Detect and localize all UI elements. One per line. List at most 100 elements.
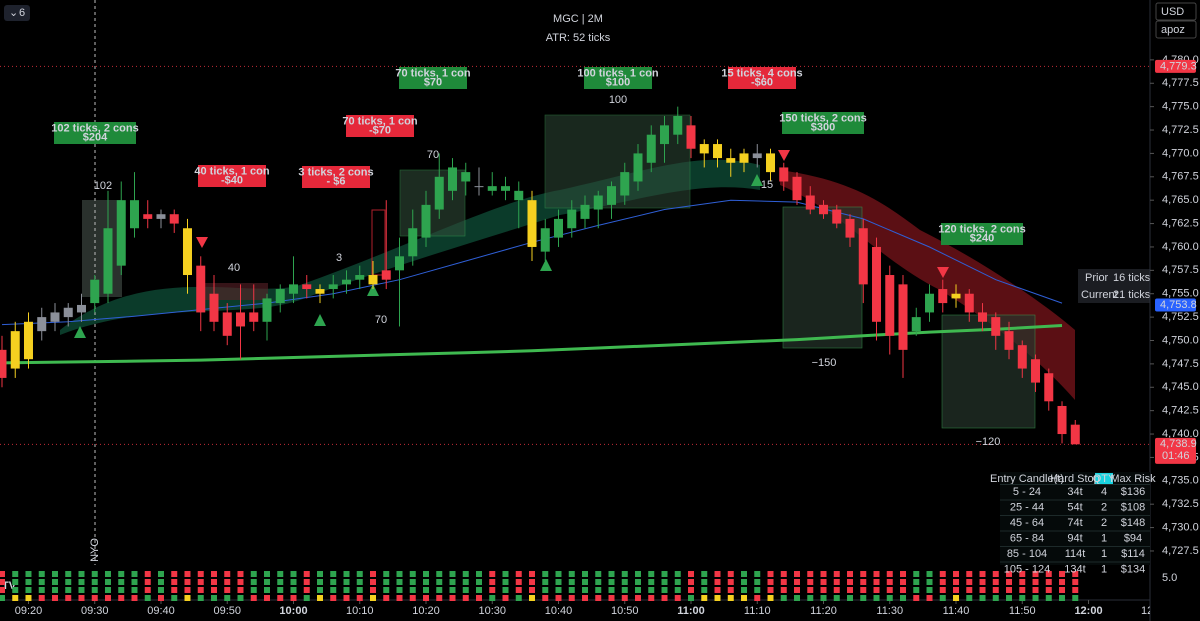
signal-cell — [224, 579, 231, 585]
signal-cell — [277, 595, 284, 601]
signal-cell — [741, 579, 748, 585]
signal-cell — [1006, 579, 1013, 585]
table-cell: $136 — [1121, 486, 1145, 498]
x-tick-label: 11:00 — [677, 605, 705, 617]
signal-cell — [277, 571, 284, 577]
candle-body — [607, 186, 617, 205]
candle-body — [779, 167, 789, 182]
signal-cell — [608, 595, 615, 601]
signal-cell — [131, 595, 138, 601]
signal-cell — [369, 571, 376, 577]
trade-label-box — [728, 67, 796, 89]
signal-cell — [648, 571, 655, 577]
candle-body — [699, 144, 709, 154]
candle-body — [156, 214, 166, 219]
signal-cell — [820, 571, 827, 577]
signal-cell — [91, 587, 98, 593]
signal-cell — [635, 571, 642, 577]
table-cell: $134 — [1121, 563, 1145, 575]
signal-cell — [91, 571, 98, 577]
signal-cell — [674, 571, 681, 577]
signal-cell — [688, 587, 695, 593]
candle-body — [1004, 331, 1014, 350]
signal-cell — [979, 571, 986, 577]
signal-cell — [926, 587, 933, 593]
signal-cell — [330, 571, 337, 577]
signal-cell — [542, 587, 549, 593]
signal-cell — [237, 595, 244, 601]
signal-cell — [409, 595, 416, 601]
candle-body — [408, 228, 418, 257]
signal-cell — [900, 595, 907, 601]
trade-label-text: 100 ticks, 1 con — [577, 67, 659, 79]
signal-cell — [91, 595, 98, 601]
current-label: Current — [1081, 289, 1118, 301]
table-cell: 25 - 44 — [1010, 501, 1044, 513]
signal-cell — [701, 595, 708, 601]
signal-cell — [171, 579, 178, 585]
signal-cell — [635, 587, 642, 593]
x-tick-label: 10:10 — [346, 605, 374, 617]
price-tag — [1155, 298, 1196, 312]
signal-cell — [290, 579, 297, 585]
candle-body — [686, 125, 696, 149]
signal-cell — [886, 587, 893, 593]
candle-body — [938, 289, 948, 304]
buy-signal — [74, 326, 86, 338]
chart-title: MGC | 2M — [553, 13, 603, 25]
signal-cell — [727, 595, 734, 601]
signal-cell — [330, 579, 337, 585]
candle-body — [275, 289, 285, 304]
signal-cell — [210, 571, 217, 577]
signal-cell — [12, 587, 19, 593]
signal-cell — [91, 579, 98, 585]
buy-signal — [367, 284, 379, 296]
candle-body — [434, 176, 444, 210]
y-tick-label: 4,745.0 — [1162, 381, 1199, 393]
signal-cell — [38, 595, 45, 601]
signal-cell — [966, 595, 973, 601]
signal-cell — [343, 571, 350, 577]
candle-body — [580, 204, 590, 219]
signal-cell — [263, 595, 270, 601]
signal-cell — [237, 579, 244, 585]
signal-cell — [250, 595, 257, 601]
table-cell: 34t — [1067, 486, 1082, 498]
signal-cell — [1059, 587, 1066, 593]
currency-select[interactable] — [1155, 2, 1197, 21]
candle-body — [63, 307, 73, 318]
signal-cell — [171, 587, 178, 593]
x-tick-label: 11:30 — [876, 605, 903, 617]
signal-cell — [489, 595, 496, 601]
account-select[interactable] — [1155, 20, 1197, 39]
interval-badge[interactable] — [4, 5, 30, 21]
signal-cell — [621, 587, 628, 593]
signal-cell — [847, 595, 854, 601]
signal-cell — [714, 595, 721, 601]
signal-cell — [979, 579, 986, 585]
signal-cell — [78, 571, 85, 577]
candle-body — [819, 204, 829, 215]
signal-cell — [661, 579, 668, 585]
signal-cell — [860, 579, 867, 585]
signal-cell — [555, 595, 562, 601]
candle-body — [792, 176, 802, 201]
signal-cell — [847, 587, 854, 593]
signal-cell — [78, 579, 85, 585]
trade-label-text: - $6 — [327, 175, 346, 187]
signal-cell — [807, 587, 814, 593]
candle-body — [845, 218, 855, 238]
y-tick-label: 4,760.0 — [1162, 241, 1199, 253]
candle-body — [1057, 405, 1067, 435]
signal-cell — [820, 595, 827, 601]
trade-label-text: 70 ticks, 1 con — [395, 67, 470, 79]
candle-body — [832, 209, 842, 224]
signal-cell — [661, 587, 668, 593]
signal-cell — [833, 571, 840, 577]
signal-cell — [330, 595, 337, 601]
candle-body — [368, 275, 378, 285]
signal-cell — [714, 587, 721, 593]
signal-cell — [303, 587, 310, 593]
candle-body — [964, 293, 974, 313]
y-tick-label: 4,777.5 — [1162, 77, 1199, 89]
